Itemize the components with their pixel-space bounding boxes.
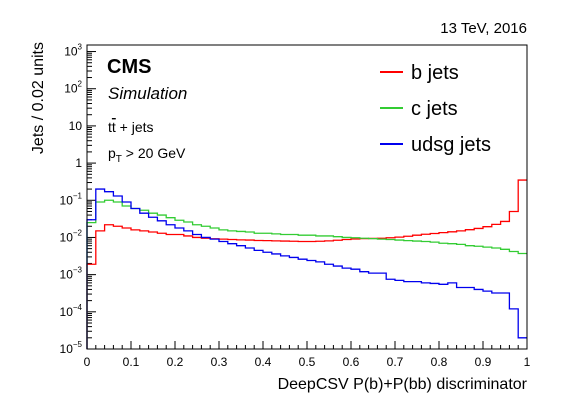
y-tick-label: 102 (64, 80, 82, 96)
series-udsg-jets-line (86, 188, 527, 349)
x-axis-label: DeepCSV P(b)+P(bb) discriminator (278, 376, 528, 393)
axes-layer: 0 0.1 0.2 0.3 0.4 0.5 0.6 0.7 0.8 0.9 1 10−5 10−4 10−… (60, 43, 531, 369)
plot-frame (86, 44, 528, 350)
y-tick-label: 10−2 (60, 228, 83, 244)
x-tick-label: 1 (524, 355, 531, 369)
x-tick-label: 0.8 (431, 355, 448, 369)
legend: b jets c jets udsg jets (380, 62, 491, 156)
process-antitop: t (112, 119, 116, 135)
legend-label: b jets (411, 62, 459, 84)
x-tick-label: 0.6 (343, 355, 360, 369)
y-tick-label: 10−3 (60, 266, 83, 282)
series-layer (86, 179, 527, 349)
y-tick-label: 103 (64, 43, 82, 59)
y-tick-label: 10−5 (60, 340, 83, 356)
legend-label: udsg jets (411, 134, 491, 156)
cut-subscript: T (116, 154, 122, 165)
x-tick-label: 0.9 (475, 355, 492, 369)
process-suffix: + jets (116, 119, 154, 135)
process-label: tt + jets (108, 119, 154, 135)
y-tick-label: 10−1 (60, 191, 83, 207)
x-tick-label: 0.4 (255, 355, 272, 369)
cut-rest: > 20 GeV (122, 145, 186, 161)
y-tick-label: 10−4 (60, 303, 83, 319)
x-tick-label: 0.2 (167, 355, 184, 369)
y-axis-label: Jets / 0.02 units (30, 42, 47, 154)
simulation-label: Simulation (108, 84, 187, 103)
energy-label: 13 TeV, 2016 (440, 20, 527, 37)
series-c-jets-line (86, 199, 527, 349)
process-top: t (108, 119, 112, 135)
y-tick-label: 1 (75, 156, 82, 170)
legend-label: c jets (411, 98, 458, 120)
x-tick-label: 0.7 (387, 355, 404, 369)
x-tick-label: 0.1 (123, 355, 140, 369)
x-tick-label: 0.3 (211, 355, 228, 369)
experiment-label: CMS (107, 56, 151, 78)
series-b-jets-line (86, 179, 527, 349)
cut-label: pT > 20 GeV (108, 145, 186, 165)
x-tick-label: 0.5 (299, 355, 316, 369)
y-tick-label: 10 (69, 119, 83, 133)
text-layer: 13 TeV, 2016 CMS Simulation tt + jets pT… (30, 20, 528, 393)
x-tick-label: 0 (84, 355, 91, 369)
cut-p: p (108, 145, 116, 161)
